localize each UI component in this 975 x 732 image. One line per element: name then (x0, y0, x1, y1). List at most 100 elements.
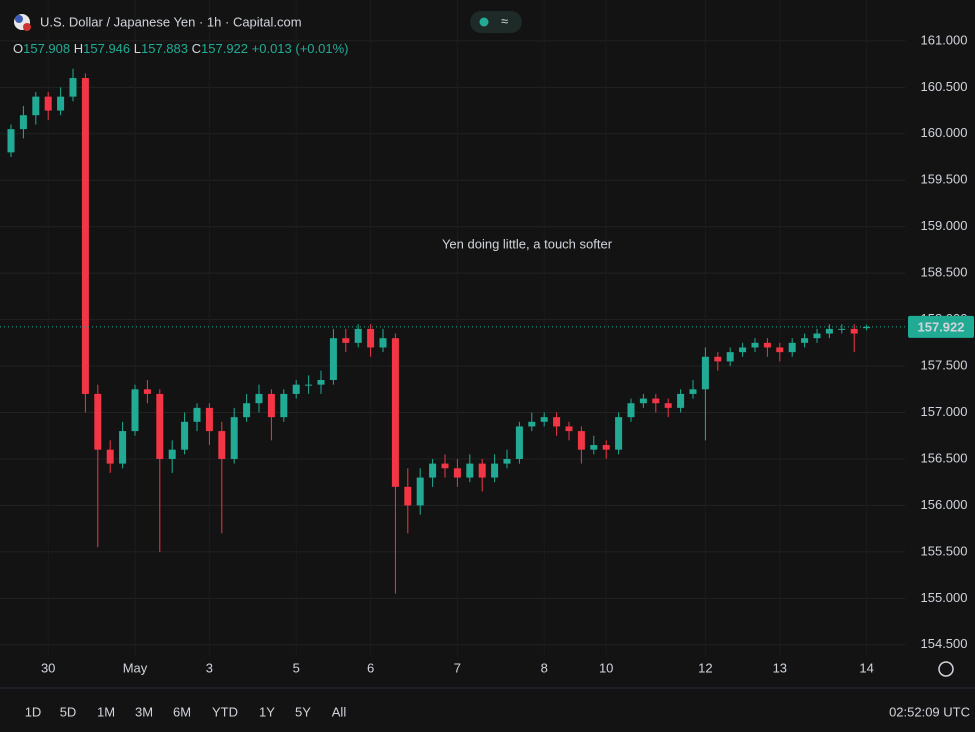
y-tick-label: 159.000 (921, 218, 968, 233)
y-tick-label: 154.500 (921, 636, 968, 651)
candle-body (168, 449, 176, 459)
candle-body (69, 78, 77, 97)
x-tick-label: May (123, 660, 148, 675)
x-tick-label: 7 (454, 660, 461, 675)
candle-body (317, 379, 325, 385)
range-button[interactable]: All (332, 704, 347, 719)
candle-body (565, 426, 573, 432)
candle-body (863, 326, 871, 329)
y-tick-label: 160.000 (921, 125, 968, 140)
candle-body (218, 431, 226, 459)
y-tick-label: 155.500 (921, 543, 968, 558)
candle-body (726, 352, 734, 362)
x-tick-label: 30 (41, 660, 55, 675)
clock: 02:52:09 UTC (889, 704, 970, 719)
candle-body (429, 463, 437, 478)
candle-body (143, 389, 151, 394)
range-button[interactable]: YTD (212, 704, 238, 719)
toolbar: 1D 5D 1M 3M 6M YTD 1Y 5Y All (25, 704, 347, 719)
candle-body (825, 328, 833, 334)
candle-body (627, 403, 635, 418)
candle-body (329, 338, 337, 380)
candle-body (491, 463, 499, 478)
candle-body (813, 333, 821, 339)
candle-body (689, 389, 697, 394)
status-icon: ≈ (501, 13, 508, 28)
ohlc-value: 157.946 (83, 41, 130, 56)
candle-body (292, 384, 300, 394)
candle-body (94, 393, 102, 450)
candle-body (453, 468, 461, 478)
candle-body (367, 328, 375, 348)
candle-body (81, 78, 89, 394)
candle-body (553, 417, 561, 427)
x-tick-label: 6 (367, 660, 374, 675)
x-tick-label: 8 (541, 660, 548, 675)
candle-body (590, 445, 598, 450)
ohlc-label: O (13, 41, 23, 56)
candle-body (639, 398, 647, 404)
plot-area: 154.500 155.000 155.500 156.000 156.500 157.0… (0, 32, 974, 676)
candle-body (838, 328, 846, 330)
candle-body (540, 417, 548, 422)
candle-body (106, 449, 114, 464)
symbol-title: U.S. Dollar / Japanese Yen · 1h · Capita… (40, 14, 302, 29)
candle-body (801, 338, 809, 343)
range-button[interactable]: 1D (25, 704, 42, 719)
candle-body (32, 96, 40, 116)
candle-body (466, 463, 474, 478)
candle-body (615, 417, 623, 450)
x-tick-label: 14 (859, 660, 873, 675)
candle-body (193, 407, 201, 422)
candle-body (776, 347, 784, 353)
y-tick-label: 158.500 (921, 265, 968, 280)
range-button[interactable]: 1Y (259, 704, 275, 719)
candle-body (305, 384, 313, 386)
ohlc-label: L (134, 41, 141, 56)
candle-body (515, 426, 523, 459)
ohlc-value: 157.908 (23, 41, 70, 56)
x-tick-label: 3 (206, 660, 213, 675)
price-tag (908, 315, 974, 338)
flag-icon-part (15, 15, 23, 23)
candle-body (714, 356, 722, 362)
y-tick-label: 157.000 (921, 404, 968, 419)
y-tick-label: 160.500 (921, 79, 968, 94)
candle-body (528, 421, 536, 427)
candle-body (19, 115, 27, 130)
range-button[interactable]: 5Y (295, 704, 311, 719)
y-tick-label: 157.500 (921, 357, 968, 372)
x-tick-label: 10 (599, 660, 613, 675)
candle-body (255, 393, 263, 404)
status-dot (479, 17, 489, 27)
range-button[interactable]: 6M (173, 704, 191, 719)
y-tick-label: 161.000 (921, 32, 968, 47)
candle-body (788, 342, 796, 353)
settings-icon[interactable] (938, 661, 954, 677)
candle-body (243, 403, 251, 418)
candle-body (404, 486, 412, 506)
range-button[interactable]: 5D (60, 704, 77, 719)
y-tick-label: 156.500 (921, 450, 968, 465)
range-button[interactable]: 1M (97, 704, 115, 719)
range-button[interactable]: 3M (135, 704, 153, 719)
candle-body (7, 129, 15, 153)
candle-body (701, 356, 709, 390)
candle-body (156, 393, 164, 459)
flag-icon-part (23, 23, 31, 31)
candle-body (44, 96, 52, 111)
candle-body (602, 445, 610, 450)
annotation: Yen doing little, a touch softer (442, 236, 613, 251)
candle-body (342, 338, 350, 343)
ohlc-row: O157.908 H157.946 L157.883 C157.922 +0.0… (13, 41, 349, 56)
candle-body (354, 328, 362, 343)
ohlc-label: C (192, 41, 201, 56)
candle-body (267, 393, 275, 418)
candle-body (280, 393, 288, 418)
change: +0.013 (+0.01%) (252, 41, 349, 56)
candle-body (503, 458, 511, 464)
candle-body (205, 407, 213, 432)
candle-body (664, 403, 672, 408)
